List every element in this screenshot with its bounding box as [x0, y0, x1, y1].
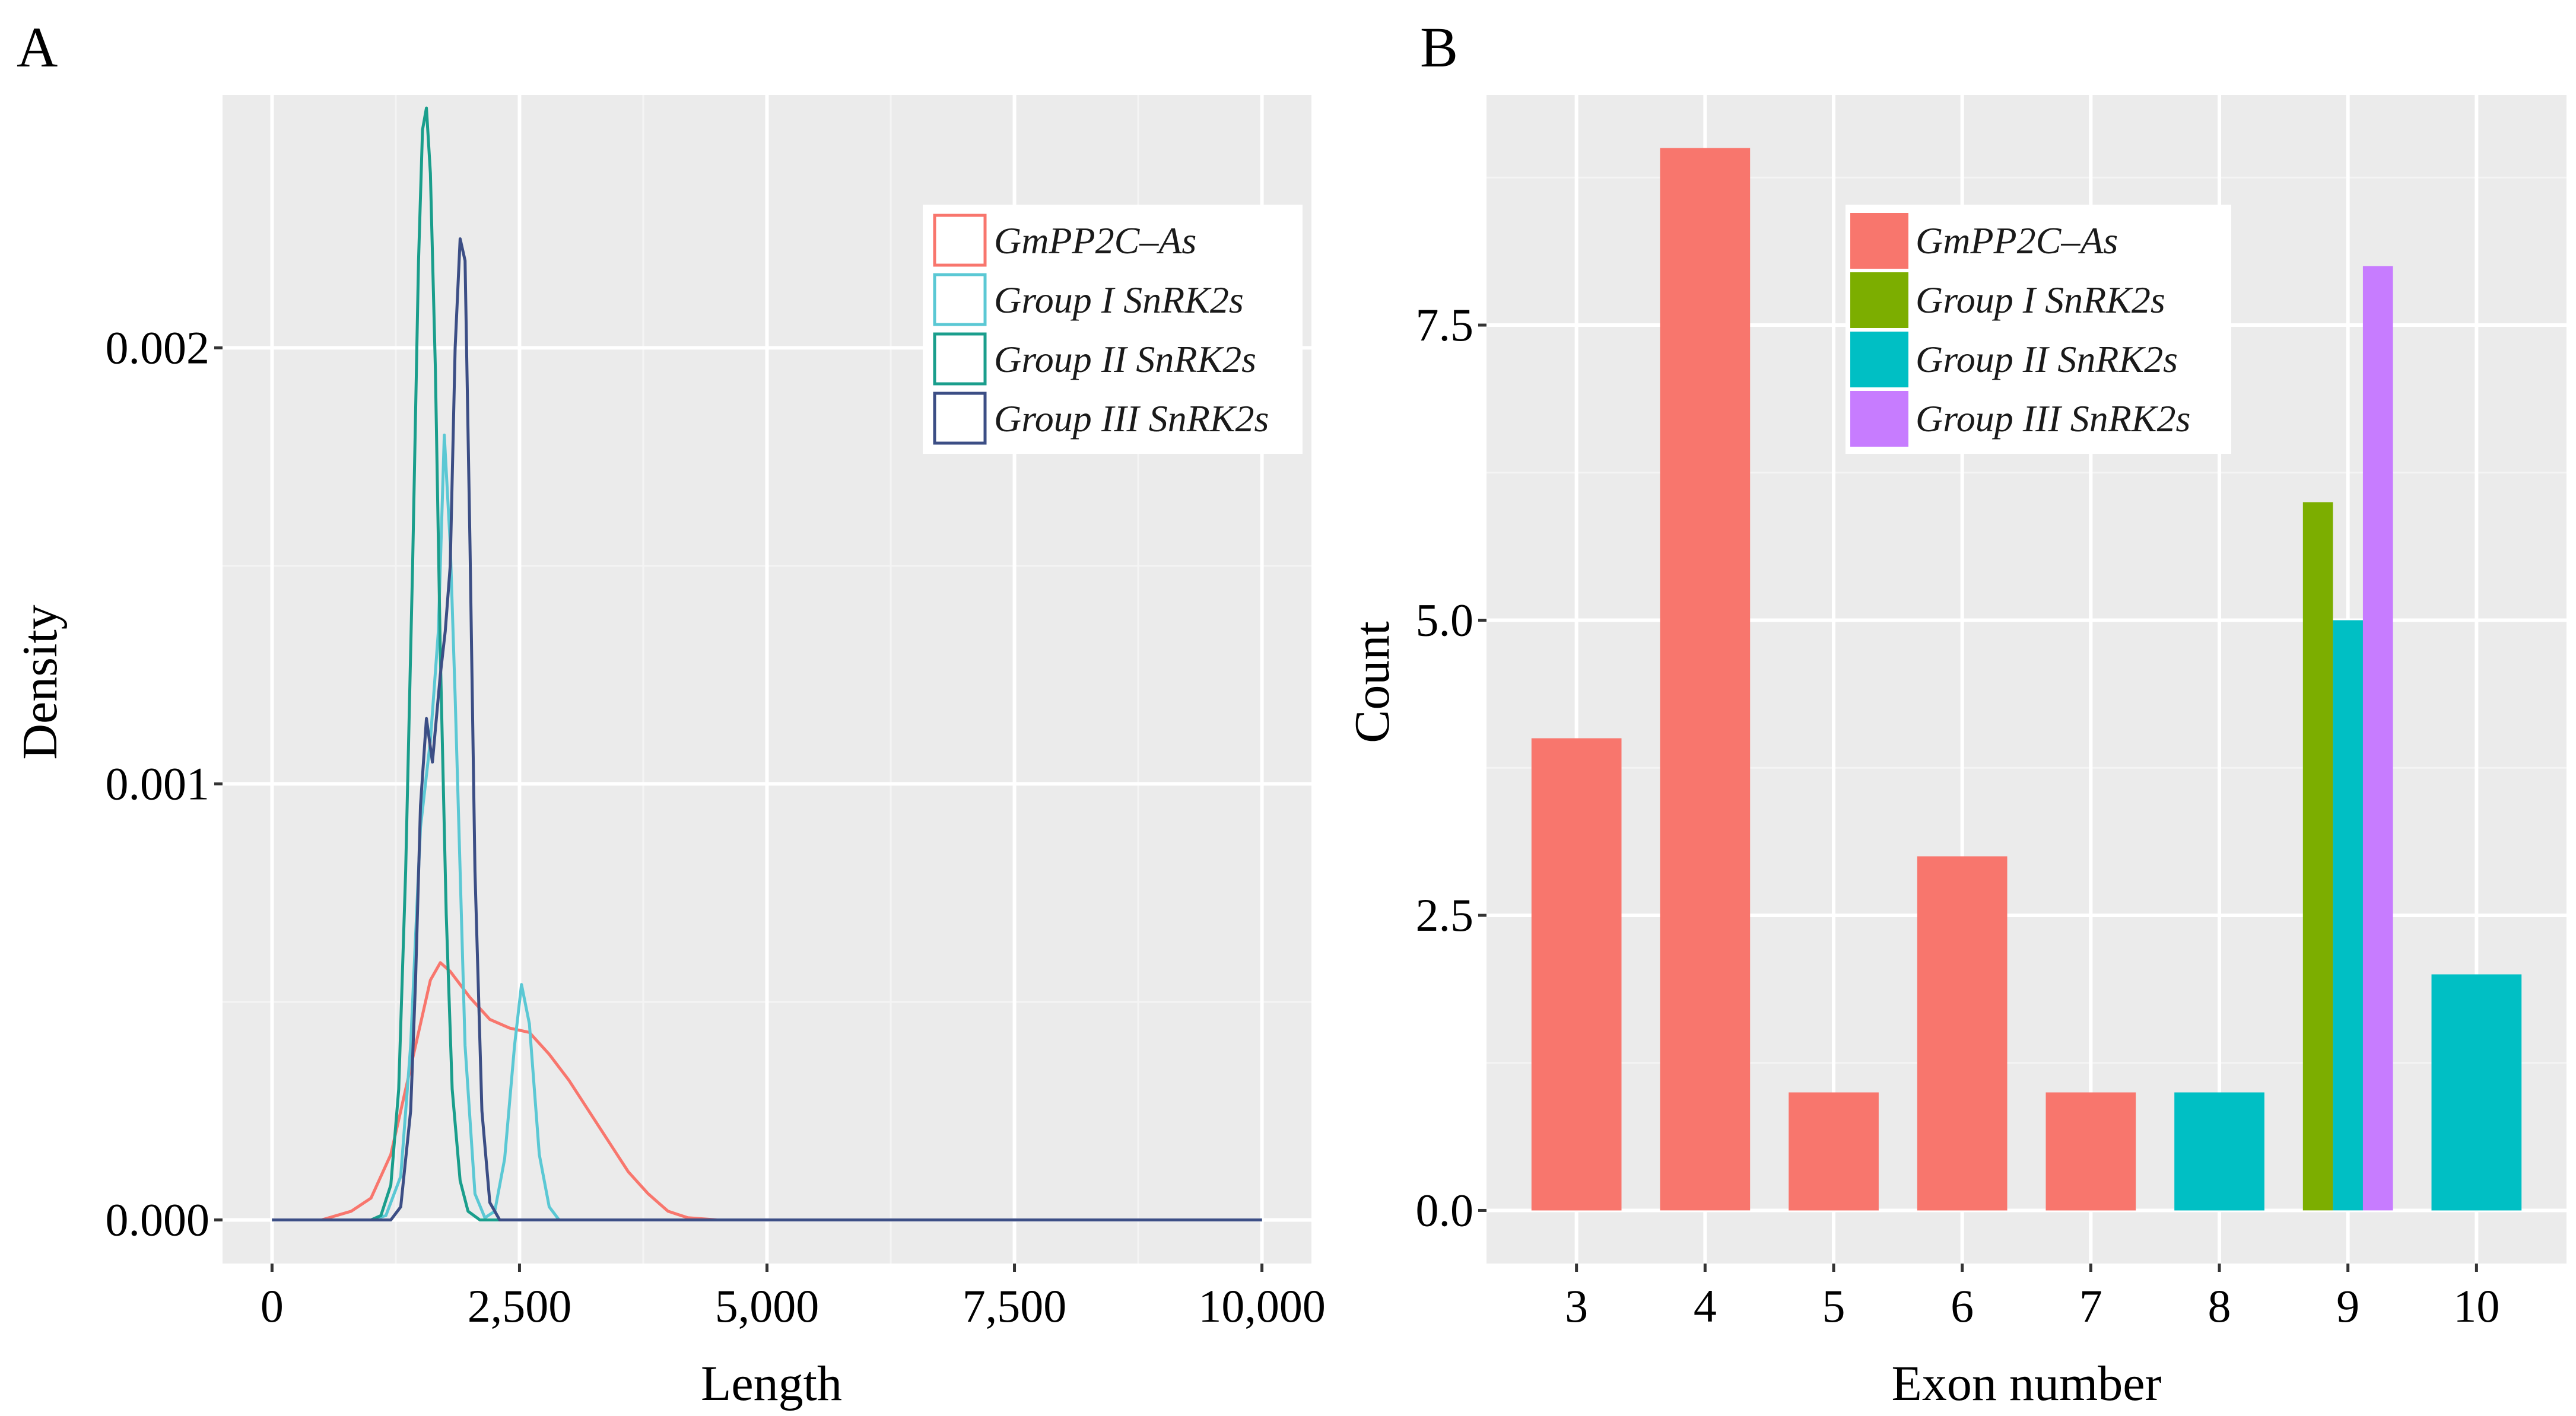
- panel-a-series-line: [272, 433, 1262, 1221]
- panel-b-x-tick-label: 7: [2079, 1280, 2102, 1332]
- panel-a-x-tick-label: 2,500: [468, 1280, 572, 1332]
- panel-a-x-axis-title: Length: [701, 1356, 842, 1411]
- panel-b-legend-key: [1850, 272, 1908, 328]
- panel-b-bar-chart: B 0.0 2.5 5.0 7.5 3 4 5 6 7 8 9 10 Exon number Coun…: [1345, 15, 2567, 1411]
- panel-a-legend-key: [933, 273, 987, 326]
- panel-a-legend-label: Group II SnRK2s: [994, 338, 1256, 380]
- panel-b-x-tick-label: 4: [1694, 1280, 1717, 1332]
- panel-a-x-tick-label: 0: [261, 1280, 284, 1332]
- panel-b-bar: [2045, 1092, 2136, 1211]
- panel-b-x-tick-label: 9: [2336, 1280, 2359, 1332]
- panel-a-legend: GmPP2C–As Group I SnRK2s Group II SnRK2s Gr…: [923, 205, 1303, 454]
- panel-b-legend-key: [1850, 213, 1908, 269]
- panel-a-y-axis-title: Density: [12, 604, 68, 759]
- panel-b-bar: [2362, 266, 2393, 1211]
- panel-a-gridlines: [223, 95, 1311, 1264]
- panel-b-bar: [2333, 620, 2363, 1211]
- panel-a-label: A: [17, 15, 58, 79]
- panel-b-legend: GmPP2C–As Group I SnRK2s Group II SnRK2s Gr…: [1846, 205, 2231, 454]
- panel-a-series-line: [272, 106, 1262, 1221]
- panel-a-legend-label: GmPP2C–As: [994, 219, 1196, 262]
- panel-b-x-tick-label: 10: [2453, 1280, 2499, 1332]
- panel-b-legend-label: Group III SnRK2s: [1916, 397, 2190, 440]
- panel-b-bar: [2431, 974, 2522, 1211]
- panel-b-x-tick-label: 8: [2208, 1280, 2231, 1332]
- panel-b-bar: [2302, 502, 2333, 1211]
- panel-b-x-axis-title: Exon number: [1892, 1356, 2162, 1411]
- panel-a-legend-key: [933, 214, 987, 267]
- panel-a-legend-key: [933, 332, 987, 386]
- panel-a-legend-label: Group I SnRK2s: [994, 279, 1244, 321]
- panel-a-y-tick-label: 0.000: [106, 1194, 210, 1245]
- panel-b-bar: [2174, 1092, 2264, 1211]
- panel-a-y-tick-label: 0.002: [106, 322, 210, 373]
- panel-b-bar: [1531, 738, 1622, 1211]
- panel-a-x-tick-label: 5,000: [715, 1280, 820, 1332]
- panel-b-legend-key: [1850, 332, 1908, 387]
- panel-b-y-tick-label: 0.0: [1416, 1184, 1474, 1236]
- panel-b-axes: 0.0 2.5 5.0 7.5 3 4 5 6 7 8 9 10: [1416, 299, 2500, 1332]
- panel-b-y-tick-label: 7.5: [1416, 299, 1474, 351]
- panel-b-y-tick-label: 5.0: [1416, 594, 1474, 646]
- panel-a-legend-label: Group III SnRK2s: [994, 397, 1269, 440]
- panel-b-legend-box: [1846, 205, 2231, 454]
- panel-b-bar: [1660, 148, 1751, 1211]
- panel-a-axes: 0 2,500 5,000 7,500 10,000 0.000 0.001 0.002: [106, 322, 1326, 1332]
- panel-b-legend-label: GmPP2C–As: [1916, 219, 2118, 262]
- panel-b-bar: [1789, 1092, 1879, 1211]
- panel-b-y-tick-label: 2.5: [1416, 889, 1474, 941]
- panel-a-y-tick-label: 0.001: [106, 758, 210, 809]
- panel-b-x-tick-label: 5: [1822, 1280, 1846, 1332]
- panel-a-legend-key: [933, 392, 987, 445]
- panel-b-x-tick-label: 3: [1565, 1280, 1588, 1332]
- panel-b-x-tick-label: 6: [1951, 1280, 1974, 1332]
- panel-b-y-axis-title: Count: [1345, 621, 1400, 743]
- panel-a-series-line: [272, 237, 1262, 1221]
- panel-b-bar: [1917, 856, 2008, 1211]
- panel-b-legend-label: Group I SnRK2s: [1916, 279, 2165, 321]
- panel-b-bars: [1531, 148, 2522, 1211]
- panel-a-x-tick-label: 7,500: [963, 1280, 1067, 1332]
- panel-a-density-lines: [272, 106, 1262, 1221]
- panel-a-x-tick-label: 10,000: [1198, 1280, 1326, 1332]
- panel-b-legend-label: Group II SnRK2s: [1916, 338, 2178, 380]
- panel-a-density-chart: A 0 2,500 5,000 7,500 10,0000.0000.0010.002 …: [12, 15, 1326, 1411]
- panel-b-legend-key: [1850, 391, 1908, 447]
- panel-b-label: B: [1420, 15, 1458, 79]
